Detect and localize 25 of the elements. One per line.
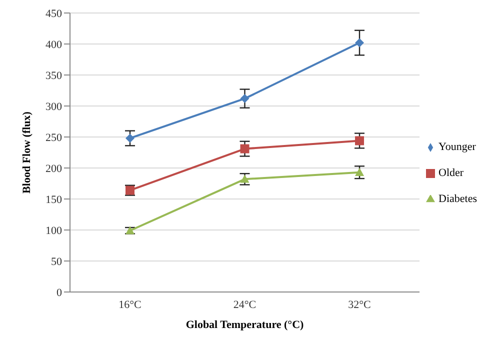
x-axis-title: Global Temperature (°C): [186, 319, 304, 331]
point: [355, 38, 364, 48]
y-tick-label: 200: [46, 162, 62, 175]
y-tick-label: 50: [51, 256, 62, 268]
y-tick-label: 0: [56, 286, 62, 299]
x-tick-label: 24°C: [233, 298, 256, 311]
legend-label: Older: [438, 167, 464, 179]
y-tick-label: 450: [46, 8, 62, 20]
y-tick-label: 150: [46, 194, 62, 206]
y-tick-label: 350: [46, 70, 62, 82]
y-tick-label: 100: [46, 224, 62, 237]
point: [355, 136, 364, 146]
y-axis-title: Blood Flow (flux): [20, 111, 33, 194]
point: [355, 168, 364, 176]
point: [126, 134, 134, 143]
y-tick-label: 300: [46, 100, 62, 113]
point: [240, 144, 250, 154]
legend-label: Younger: [438, 141, 476, 153]
y-tick-label: 400: [46, 38, 62, 51]
point: [240, 174, 250, 183]
y-tick-label: 250: [46, 132, 62, 144]
x-tick-label: 32°C: [348, 298, 371, 311]
x-tick-label: 16°C: [118, 298, 142, 311]
point: [240, 94, 250, 104]
legend-label: Diabetes: [438, 193, 477, 205]
